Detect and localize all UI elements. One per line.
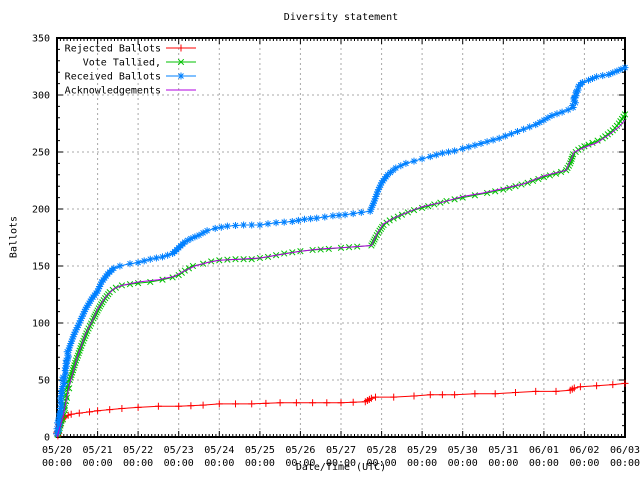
y-tick-label: 200 <box>32 205 50 216</box>
legend-sample <box>166 58 196 66</box>
legend-label: Vote Tallied, <box>83 58 161 69</box>
legend-label: Rejected Ballots <box>65 44 161 55</box>
x-tick-time: 00:00 <box>83 458 113 469</box>
y-tick-label: 0 <box>44 433 50 444</box>
x-tick-time: 00:00 <box>204 458 234 469</box>
x-tick-time: 00:00 <box>610 458 640 469</box>
series-markers-2 <box>53 64 629 438</box>
x-tick-time: 00:00 <box>569 458 599 469</box>
x-tick-time: 00:00 <box>529 458 559 469</box>
x-tick-time: 00:00 <box>326 458 356 469</box>
x-tick-date: 05/25 <box>245 445 275 456</box>
x-tick-date: 06/03 <box>610 445 640 456</box>
x-tick-date: 05/29 <box>407 445 437 456</box>
y-tick-label: 250 <box>32 148 50 159</box>
y-tick-label: 50 <box>38 376 50 387</box>
x-tick-date: 05/27 <box>326 445 356 456</box>
legend-sample <box>166 44 196 52</box>
x-tick-time: 00:00 <box>42 458 72 469</box>
x-tick-date: 05/26 <box>285 445 315 456</box>
x-tick-date: 05/22 <box>123 445 153 456</box>
x-axis-label: Date/Time (UTC) <box>295 462 387 473</box>
x-tick-time: 00:00 <box>285 458 315 469</box>
grid-lines <box>56 37 626 438</box>
series-line-3 <box>56 119 626 438</box>
x-tick-time: 00:00 <box>488 458 518 469</box>
x-tick-time: 00:00 <box>245 458 275 469</box>
x-tick-date: 05/21 <box>83 445 113 456</box>
x-tick-time: 00:00 <box>367 458 397 469</box>
x-tick-date: 06/02 <box>569 445 599 456</box>
legend-label: Acknowledgements <box>65 86 161 97</box>
legend: Rejected Ballots Vote Tallied, Received Ba… <box>65 44 196 97</box>
x-tick-date: 05/30 <box>448 445 478 456</box>
x-tick-time: 00:00 <box>164 458 194 469</box>
plot-border <box>56 37 626 438</box>
x-tick-date: 05/28 <box>367 445 397 456</box>
y-tick-label: 350 <box>32 34 50 45</box>
x-tick-time: 00:00 <box>448 458 478 469</box>
x-tick-date: 06/01 <box>529 445 559 456</box>
axis-ticks <box>56 37 626 438</box>
legend-label: Received Ballots <box>65 72 161 83</box>
x-tick-date: 05/20 <box>42 445 72 456</box>
x-tick-time: 00:00 <box>123 458 153 469</box>
x-tick-date: 05/23 <box>164 445 194 456</box>
x-tick-date: 05/24 <box>204 445 234 456</box>
y-tick-label: 300 <box>32 91 50 102</box>
y-tick-label: 100 <box>32 319 50 330</box>
x-tick-time: 00:00 <box>407 458 437 469</box>
legend-sample <box>166 72 196 80</box>
x-tick-date: 05/31 <box>488 445 518 456</box>
y-tick-label: 150 <box>32 262 50 273</box>
chart-title: Diversity statement <box>283 12 399 23</box>
tick-labels: 0 50 100 150 200 250 300 350 05/20 00:00 05/21 00:0… <box>32 34 640 470</box>
